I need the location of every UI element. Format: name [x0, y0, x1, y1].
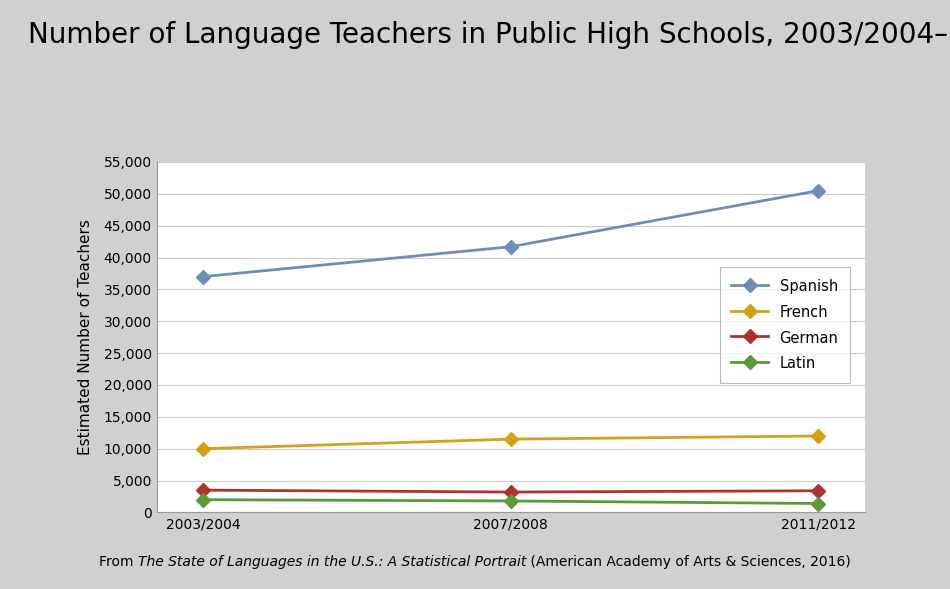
German [812, 487, 824, 494]
French [198, 445, 209, 452]
Line: Latin: Latin [198, 495, 824, 508]
Text: (American Academy of Arts & Sciences, 2016): (American Academy of Arts & Sciences, 20… [526, 555, 851, 570]
Line: Spanish: Spanish [198, 186, 824, 282]
French [812, 432, 824, 439]
Legend: Spanish, French, German, Latin: Spanish, French, German, Latin [720, 267, 850, 383]
Latin [812, 500, 824, 507]
Text: Number of Language Teachers in Public High Schools, 2003/2004–2011/2012: Number of Language Teachers in Public Hi… [28, 21, 950, 49]
French [505, 436, 517, 443]
German [198, 487, 209, 494]
Text: From: From [99, 555, 138, 570]
Text: The State of Languages in the U.S.: A Statistical Portrait: The State of Languages in the U.S.: A St… [138, 555, 526, 570]
Latin [198, 496, 209, 503]
Line: German: German [198, 485, 824, 497]
Spanish [198, 273, 209, 280]
German [505, 488, 517, 495]
Line: French: French [198, 431, 824, 454]
Latin [505, 498, 517, 505]
Y-axis label: Estimated Number of Teachers: Estimated Number of Teachers [78, 219, 92, 455]
Spanish [505, 243, 517, 250]
Spanish [812, 187, 824, 194]
